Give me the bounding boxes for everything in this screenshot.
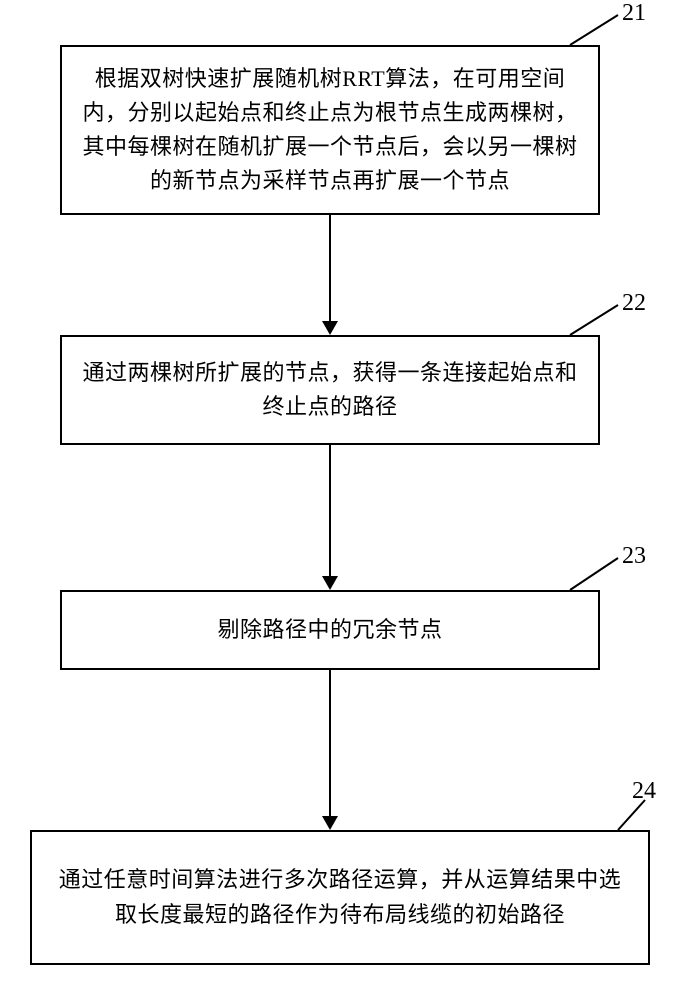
node-label-22: 22 [622, 290, 646, 317]
flow-node-21: 根据双树快速扩展随机树RRT算法，在可用空间内，分别以起始点和终止点为根节点生成… [60, 45, 600, 215]
node-label-23: 23 [622, 543, 646, 570]
flow-node-24: 通过任意时间算法进行多次路径运算，并从运算结果中选取长度最短的路径作为待布局线缆… [30, 830, 650, 965]
arrow-3-head [322, 816, 338, 830]
node-label-21: 21 [622, 0, 646, 27]
flow-node-23-text: 剔除路径中的冗余节点 [217, 613, 442, 647]
arrow-1-head [322, 321, 338, 335]
flowchart-canvas: 根据双树快速扩展随机树RRT算法，在可用空间内，分别以起始点和终止点为根节点生成… [0, 0, 691, 1000]
arrow-1-line [329, 215, 331, 321]
flow-node-23: 剔除路径中的冗余节点 [60, 590, 600, 670]
arrow-3-line [329, 670, 331, 816]
flow-node-22: 通过两棵树所扩展的节点，获得一条连接起始点和终止点的路径 [60, 335, 600, 445]
arrow-2-head [322, 576, 338, 590]
flow-node-24-text: 通过任意时间算法进行多次路径运算，并从运算结果中选取长度最短的路径作为待布局线缆… [50, 863, 630, 931]
flow-node-21-text: 根据双树快速扩展随机树RRT算法，在可用空间内，分别以起始点和终止点为根节点生成… [80, 62, 580, 198]
arrow-2-line [329, 445, 331, 576]
node-label-24: 24 [632, 778, 656, 805]
flow-node-22-text: 通过两棵树所扩展的节点，获得一条连接起始点和终止点的路径 [80, 356, 580, 424]
